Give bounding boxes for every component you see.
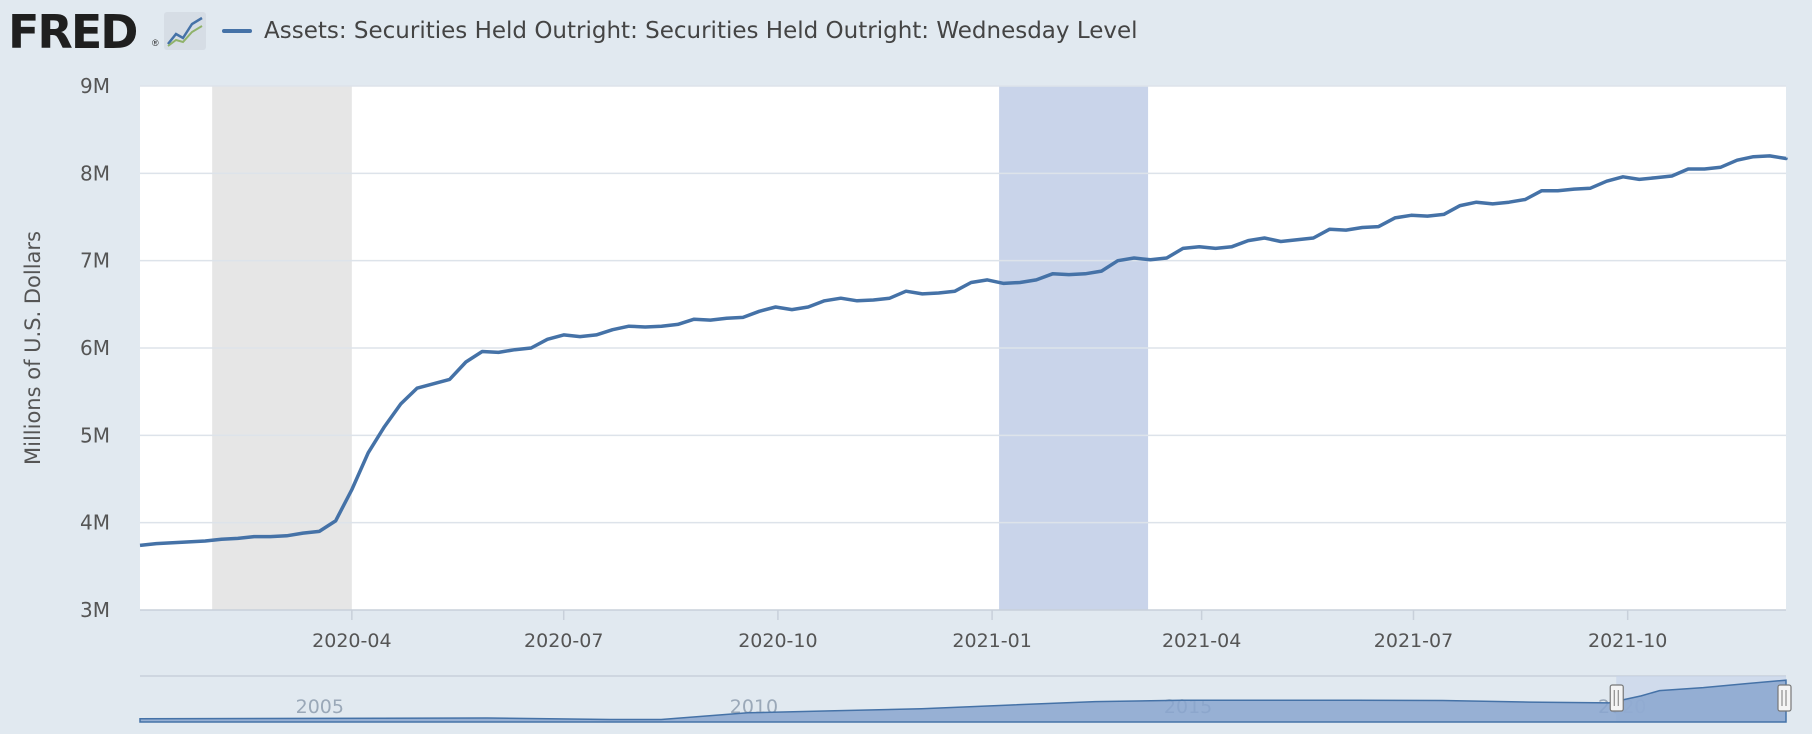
y-tick-label: 5M <box>80 423 110 447</box>
x-tick-label: 2021-04 <box>1162 630 1241 652</box>
y-tick-label: 4M <box>80 511 110 535</box>
legend-series-label[interactable]: Assets: Securities Held Outright: Securi… <box>264 18 1138 44</box>
chart-header: FRED ® Assets: Securities Held Outright:… <box>0 0 1812 66</box>
legend-swatch <box>222 29 252 33</box>
fred-logo[interactable]: FRED <box>8 5 138 59</box>
y-tick-label: 7M <box>80 249 110 273</box>
y-axis-label: Millions of U.S. Dollars <box>21 231 45 465</box>
navigator-tick-label: 2005 <box>296 696 344 718</box>
x-tick-label: 2021-10 <box>1588 630 1667 652</box>
x-tick-label: 2020-07 <box>524 630 603 652</box>
navigator-handle-right[interactable] <box>1777 684 1792 712</box>
y-tick-label: 3M <box>80 598 110 622</box>
legend: Assets: Securities Held Outright: Securi… <box>222 14 1138 48</box>
x-tick-label: 2020-04 <box>312 630 391 652</box>
y-tick-label: 8M <box>80 161 110 185</box>
x-tick-label: 2021-01 <box>952 630 1031 652</box>
x-tick-label: 2021-07 <box>1374 630 1453 652</box>
fred-graph-icon <box>164 12 206 50</box>
y-tick-label: 6M <box>80 336 110 360</box>
x-tick-label: 2020-10 <box>738 630 817 652</box>
navigator-handle-left[interactable] <box>1609 684 1624 712</box>
y-tick-label: 9M <box>80 74 110 98</box>
fred-logo-registered: ® <box>152 38 159 48</box>
navigator-area <box>139 679 1787 723</box>
